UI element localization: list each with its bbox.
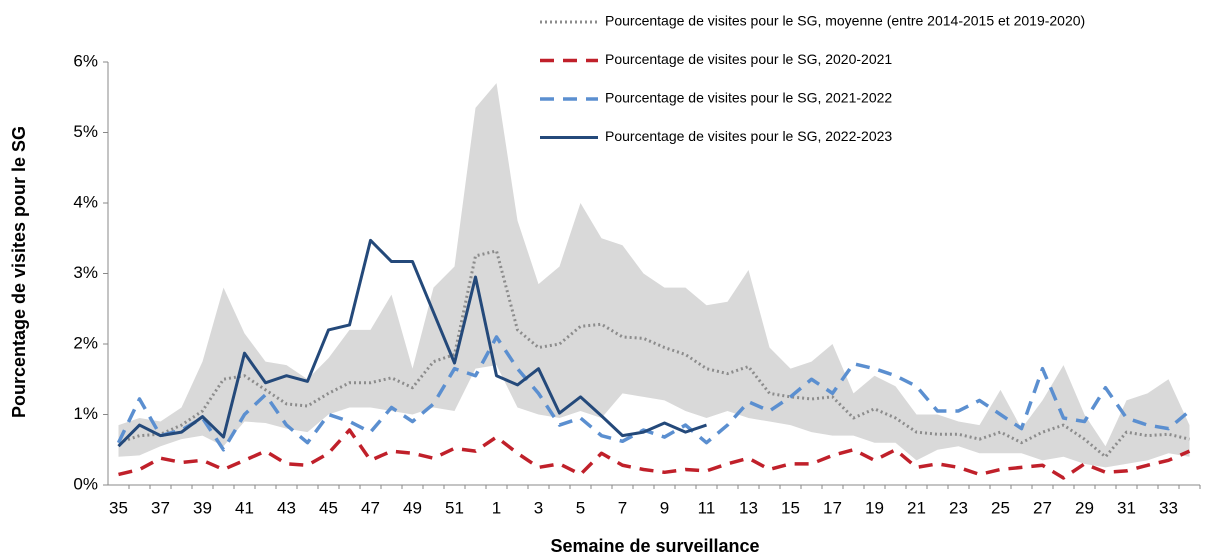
legend-label: Pourcentage de visites pour le SG, moyen… xyxy=(605,13,1085,29)
x-tick-label: 15 xyxy=(781,498,800,517)
x-tick-label: 33 xyxy=(1159,498,1178,517)
legend-label: Pourcentage de visites pour le SG, 2022-… xyxy=(605,128,892,144)
x-tick-label: 21 xyxy=(907,498,926,517)
x-tick-label: 37 xyxy=(151,498,170,517)
x-tick-label: 45 xyxy=(319,498,338,517)
y-tick-label: 0% xyxy=(73,474,98,493)
y-tick-label: 4% xyxy=(73,192,98,211)
x-tick-label: 51 xyxy=(445,498,464,517)
x-tick-label: 39 xyxy=(193,498,212,517)
x-tick-label: 27 xyxy=(1033,498,1052,517)
y-tick-label: 1% xyxy=(73,404,98,423)
range-band xyxy=(118,83,1190,468)
y-tick-label: 5% xyxy=(73,122,98,141)
x-tick-label: 5 xyxy=(576,498,585,517)
x-tick-label: 29 xyxy=(1075,498,1094,517)
x-tick-label: 43 xyxy=(277,498,296,517)
x-tick-label: 23 xyxy=(949,498,968,517)
legend-label: Pourcentage de visites pour le SG, 2021-… xyxy=(605,90,892,106)
x-tick-label: 25 xyxy=(991,498,1010,517)
x-axis-title: Semaine de surveillance xyxy=(550,536,759,556)
y-tick-label: 2% xyxy=(73,333,98,352)
x-tick-label: 17 xyxy=(823,498,842,517)
x-tick-label: 7 xyxy=(618,498,627,517)
x-tick-label: 3 xyxy=(534,498,543,517)
x-tick-label: 9 xyxy=(660,498,669,517)
x-tick-label: 41 xyxy=(235,498,254,517)
y-tick-label: 3% xyxy=(73,263,98,282)
y-axis-title: Pourcentage de visites pour le SG xyxy=(9,126,29,418)
x-tick-label: 31 xyxy=(1117,498,1136,517)
x-tick-label: 19 xyxy=(865,498,884,517)
x-tick-label: 49 xyxy=(403,498,422,517)
x-tick-label: 11 xyxy=(698,498,716,517)
series-line xyxy=(117,238,707,448)
x-tick-label: 1 xyxy=(492,498,501,517)
x-tick-label: 47 xyxy=(361,498,380,517)
series-line xyxy=(118,428,1191,480)
legend-label: Pourcentage de visites pour le SG, 2020-… xyxy=(605,51,892,67)
x-tick-label: 35 xyxy=(109,498,128,517)
y-tick-label: 6% xyxy=(73,51,98,70)
x-tick-label: 13 xyxy=(739,498,758,517)
series-line xyxy=(118,249,1190,459)
